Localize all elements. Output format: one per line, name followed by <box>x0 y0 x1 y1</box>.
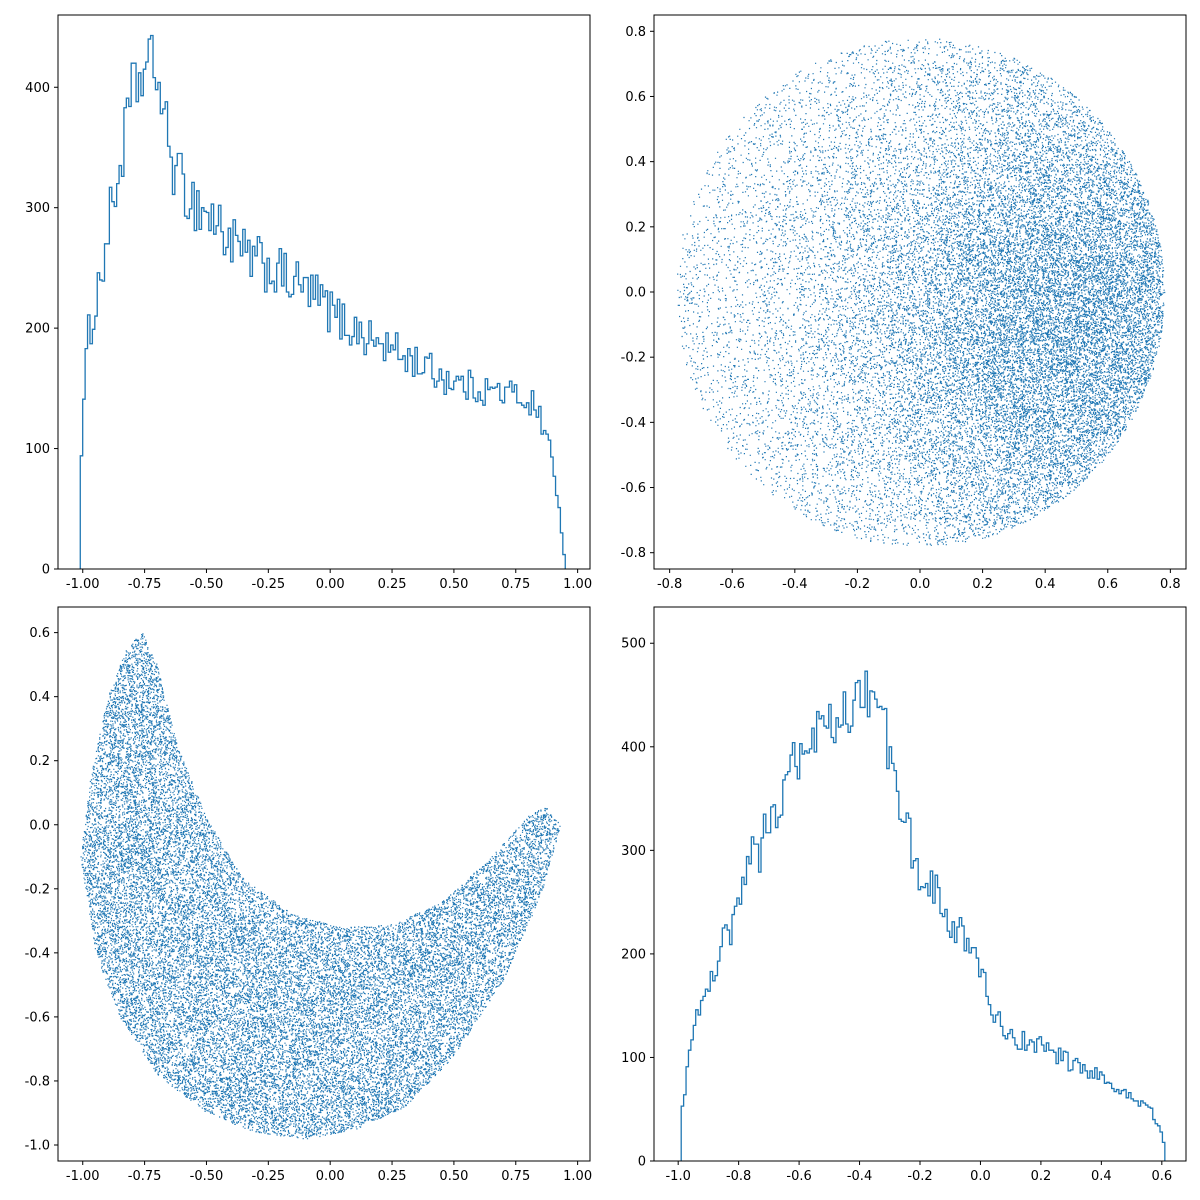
y-tick-label: -0.4 <box>25 946 50 961</box>
x-tick-label: 0.2 <box>1031 1169 1052 1184</box>
y-tick-label: 0.4 <box>625 155 646 170</box>
x-tick-label: 0.00 <box>316 1169 345 1184</box>
x-tick-label: -0.25 <box>252 577 286 592</box>
x-tick-label: -0.8 <box>657 577 682 592</box>
y-tick-label: -0.2 <box>621 351 646 366</box>
x-tick-label: 0.2 <box>972 577 993 592</box>
x-tick-label: -0.75 <box>128 1169 162 1184</box>
x-tick-label: -0.25 <box>252 1169 286 1184</box>
y-tick-label: 0 <box>638 1155 646 1170</box>
x-tick-label: 0.50 <box>439 577 468 592</box>
x-tick-label: -0.50 <box>190 577 224 592</box>
x-tick-label: 0.6 <box>1097 577 1118 592</box>
x-tick-label: 0.25 <box>378 1169 407 1184</box>
y-tick-label: 0.2 <box>29 754 50 769</box>
y-tick-label: 100 <box>25 442 50 457</box>
plot-area-top-left <box>79 34 566 569</box>
y-tick-label: 400 <box>25 81 50 96</box>
x-tick-label: 0.25 <box>378 577 407 592</box>
x-tick-label: 0.75 <box>501 1169 530 1184</box>
y-tick-label: 300 <box>621 844 646 859</box>
panels: -1.00 -0.75 -0.50 -0.25 0.00 0.25 0.50 0.75 1.00… <box>25 14 1187 1184</box>
x-tick-label: -0.4 <box>782 577 807 592</box>
axes-frame <box>57 606 591 1162</box>
x-tick-label: -1.00 <box>66 577 100 592</box>
x-tick-label: 0.00 <box>316 577 345 592</box>
y-tick-label: 100 <box>621 1051 646 1066</box>
panel-bottom-right: -1.0 -0.8 -0.6 -0.4 -0.2 0.0 0.2 0.4 0.6 0 100 200 3… <box>621 606 1187 1184</box>
x-tick-label: 0.4 <box>1035 577 1056 592</box>
y-tick-label: 0.2 <box>625 220 646 235</box>
x-tick-label: 0.75 <box>501 577 530 592</box>
plot-area-bottom-right <box>680 670 1166 1161</box>
x-tick-label: 0.6 <box>1151 1169 1172 1184</box>
y-tick-label: 0 <box>42 563 50 578</box>
x-tick-label: -1.00 <box>66 1169 100 1184</box>
y-tick-label: -0.8 <box>621 546 646 561</box>
scatter-points-bottom-left <box>80 633 561 1140</box>
histogram-step-top-left <box>79 34 566 569</box>
x-tick-label: -0.2 <box>845 577 870 592</box>
x-tick-label: -0.8 <box>726 1169 751 1184</box>
x-tick-label: 0.4 <box>1091 1169 1112 1184</box>
x-tick-label: 0.0 <box>970 1169 991 1184</box>
y-tick-label: -0.2 <box>25 882 50 897</box>
y-tick-label: 300 <box>25 201 50 216</box>
panel-top-left: -1.00 -0.75 -0.50 -0.25 0.00 0.25 0.50 0.75 1.00… <box>25 14 592 592</box>
y-tick-label: 200 <box>25 322 50 337</box>
x-tick-label: 1.00 <box>563 1169 592 1184</box>
axes-frame <box>57 14 591 570</box>
y-tick-label: 0.0 <box>625 286 646 301</box>
y-tick-label: -0.6 <box>25 1010 50 1025</box>
panel-top-right: -0.8 -0.6 -0.4 -0.2 0.0 0.2 0.4 0.6 0.8 -0.8 -0.6 -… <box>621 14 1187 592</box>
y-tick-label: 0.8 <box>625 25 646 40</box>
x-tick-label: -0.6 <box>786 1169 811 1184</box>
y-tick-label: 400 <box>621 740 646 755</box>
x-tick-label: 0.50 <box>439 1169 468 1184</box>
plot-area-bottom-left <box>80 633 561 1140</box>
y-tick-label: 0.4 <box>29 690 50 705</box>
x-tick-label: -0.50 <box>190 1169 224 1184</box>
y-tick-label: 0.6 <box>29 626 50 641</box>
y-tick-label: 0.0 <box>29 818 50 833</box>
x-tick-label: -0.6 <box>720 577 745 592</box>
scatter-points-top-right <box>677 38 1166 546</box>
histogram-step-bottom-right <box>680 670 1166 1161</box>
y-tick-label: 0.6 <box>625 90 646 105</box>
panel-bottom-left: -1.00 -0.75 -0.50 -0.25 0.00 0.25 0.50 0.75 1.00… <box>25 606 592 1184</box>
x-tick-label: -0.4 <box>847 1169 872 1184</box>
x-tick-label: -0.2 <box>907 1169 932 1184</box>
y-tick-label: -0.6 <box>621 481 646 496</box>
y-tick-label: -1.0 <box>25 1138 50 1153</box>
x-tick-label: 0.0 <box>910 577 931 592</box>
x-tick-label: -1.0 <box>665 1169 690 1184</box>
plot-area-top-right <box>677 38 1166 546</box>
x-tick-label: 1.00 <box>563 577 592 592</box>
y-tick-label: 200 <box>621 947 646 962</box>
x-tick-label: -0.75 <box>128 577 162 592</box>
y-tick-label: -0.8 <box>25 1074 50 1089</box>
y-tick-label: -0.4 <box>621 416 646 431</box>
x-tick-label: 0.8 <box>1160 577 1181 592</box>
y-tick-label: 500 <box>621 637 646 652</box>
